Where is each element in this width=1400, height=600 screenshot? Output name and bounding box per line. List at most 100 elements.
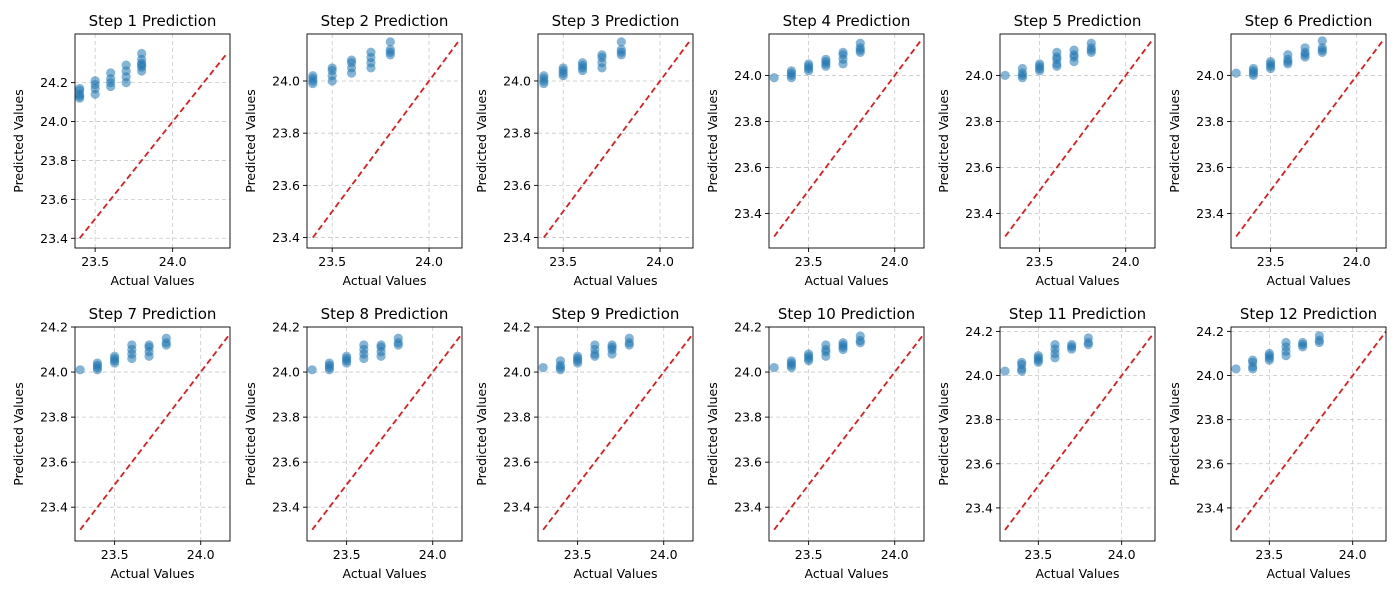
reference-line bbox=[79, 335, 229, 531]
y-axis-label: Predicted Values bbox=[936, 89, 951, 193]
x-axis-label: Actual Values bbox=[1267, 273, 1351, 288]
x-tick-label: 24.0 bbox=[881, 547, 909, 562]
axes-frame bbox=[537, 33, 694, 249]
axes-frame bbox=[74, 326, 231, 542]
x-tick-label: 23.5 bbox=[1255, 547, 1283, 562]
y-tick-label: 23.8 bbox=[503, 126, 531, 141]
axes-frame bbox=[537, 326, 694, 542]
reference-line bbox=[78, 52, 228, 239]
data-point bbox=[1067, 340, 1077, 350]
y-tick-label: 24.0 bbox=[965, 368, 993, 383]
y-tick-label: 24.2 bbox=[965, 324, 993, 339]
y-tick-label: 23.8 bbox=[1196, 114, 1224, 129]
y-tick-label: 23.6 bbox=[272, 178, 300, 193]
data-point bbox=[573, 351, 583, 361]
data-point bbox=[1086, 38, 1096, 48]
x-axis-label: Actual Values bbox=[1036, 273, 1120, 288]
y-tick-label: 23.8 bbox=[503, 410, 531, 425]
subplot-title: Step 1 Prediction bbox=[89, 12, 217, 30]
y-tick-label: 23.6 bbox=[1196, 456, 1224, 471]
data-point bbox=[786, 66, 796, 76]
data-point bbox=[90, 76, 100, 86]
y-tick-label: 23.4 bbox=[503, 230, 531, 245]
data-point bbox=[769, 73, 779, 83]
subplot-title: Step 2 Prediction bbox=[321, 12, 449, 30]
y-tick-label: 23.6 bbox=[734, 160, 762, 175]
y-tick-label: 24.0 bbox=[1196, 368, 1224, 383]
data-point bbox=[558, 63, 568, 73]
x-tick-label: 24.0 bbox=[159, 254, 187, 269]
x-tick-label: 24.0 bbox=[187, 547, 215, 562]
data-point bbox=[1248, 63, 1258, 74]
x-tick-label: 24.0 bbox=[1112, 254, 1140, 269]
x-axis-label: Actual Values bbox=[805, 566, 889, 581]
y-axis-label: Predicted Values bbox=[11, 382, 26, 486]
y-tick-label: 24.0 bbox=[503, 365, 531, 380]
scatter-points bbox=[75, 48, 147, 103]
data-point bbox=[1017, 357, 1027, 367]
data-point bbox=[607, 340, 617, 350]
y-tick-label: 23.6 bbox=[40, 192, 68, 207]
y-tick-label: 23.6 bbox=[965, 160, 993, 175]
subplot-title: Step 10 Prediction bbox=[778, 305, 915, 323]
axes-frame bbox=[1230, 326, 1387, 542]
y-axis-label: Predicted Values bbox=[243, 89, 258, 193]
data-point bbox=[616, 37, 626, 47]
data-point bbox=[597, 50, 607, 60]
axes-frame bbox=[768, 33, 925, 249]
data-point bbox=[1314, 331, 1324, 341]
data-point bbox=[624, 333, 634, 343]
y-tick-label: 23.8 bbox=[965, 114, 993, 129]
x-axis-label: Actual Values bbox=[1267, 566, 1351, 581]
y-tick-label: 23.8 bbox=[734, 410, 762, 425]
data-point bbox=[144, 340, 154, 350]
y-tick-label: 24.2 bbox=[1196, 324, 1224, 339]
subplot-4: 23.5 24.0 23.4 23.6 23.8 24.0 Step 4 Predictio… bbox=[705, 12, 925, 288]
subplot-title: Step 3 Prediction bbox=[552, 12, 680, 30]
data-point bbox=[307, 365, 317, 375]
data-point bbox=[1300, 43, 1310, 53]
y-tick-label: 24.2 bbox=[40, 320, 68, 335]
data-point bbox=[1000, 70, 1010, 81]
subplot-9: 23.5 24.0 23.4 23.6 23.8 24.0 24.2 Step 9 Predi… bbox=[474, 305, 694, 581]
scatter-points bbox=[538, 333, 634, 375]
data-point bbox=[161, 333, 171, 343]
y-axis-label: Predicted Values bbox=[474, 382, 489, 486]
data-point bbox=[346, 55, 357, 65]
data-point bbox=[555, 356, 565, 366]
reference-line bbox=[773, 335, 923, 531]
y-axis-label: Predicted Values bbox=[474, 89, 489, 193]
x-tick-label: 23.5 bbox=[795, 254, 823, 269]
scatter-points bbox=[308, 37, 395, 89]
x-tick-label: 23.5 bbox=[81, 254, 109, 269]
subplot-title: Step 11 Prediction bbox=[1009, 305, 1146, 323]
data-point bbox=[1298, 337, 1308, 348]
subplot-title: Step 6 Prediction bbox=[1245, 12, 1373, 30]
y-tick-label: 23.6 bbox=[40, 455, 68, 470]
y-tick-label: 24.2 bbox=[734, 320, 762, 335]
data-point bbox=[616, 45, 626, 55]
x-tick-label: 23.5 bbox=[564, 547, 592, 562]
data-point bbox=[838, 338, 848, 348]
x-tick-label: 23.5 bbox=[1024, 547, 1052, 562]
y-tick-label: 23.8 bbox=[40, 410, 68, 425]
x-axis-label: Actual Values bbox=[574, 566, 658, 581]
data-point bbox=[1264, 348, 1274, 359]
y-tick-label: 24.0 bbox=[272, 73, 300, 88]
y-axis-label: Predicted Values bbox=[705, 89, 720, 193]
subplot-6: 23.5 24.0 23.4 23.6 23.8 24.0 Step 6 Predictio… bbox=[1167, 12, 1387, 288]
y-tick-label: 24.0 bbox=[734, 68, 762, 83]
scatter-points bbox=[1231, 36, 1327, 81]
data-point bbox=[385, 45, 395, 55]
y-tick-label: 23.4 bbox=[40, 231, 68, 246]
data-point bbox=[92, 358, 102, 368]
y-tick-label: 23.6 bbox=[734, 455, 762, 470]
y-axis-label: Predicted Values bbox=[243, 382, 258, 486]
x-tick-label: 23.5 bbox=[1026, 254, 1054, 269]
y-tick-label: 23.6 bbox=[503, 455, 531, 470]
data-point bbox=[590, 340, 600, 350]
y-axis-label: Predicted Values bbox=[1167, 382, 1182, 486]
data-point bbox=[786, 356, 796, 366]
subplot-title: Step 4 Prediction bbox=[783, 12, 911, 30]
data-point bbox=[75, 83, 85, 94]
